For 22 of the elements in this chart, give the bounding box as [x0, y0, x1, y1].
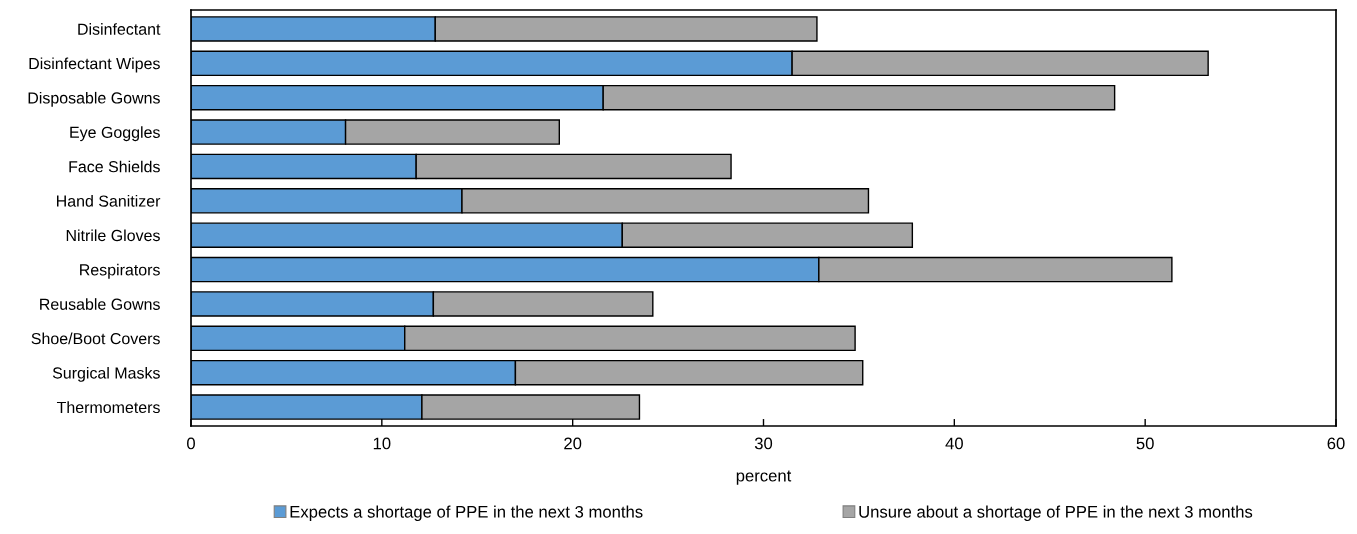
x-tick-label: 20 [564, 437, 582, 450]
y-tick-label: Surgical Masks [52, 366, 160, 382]
y-tick-label: Disinfectant [78, 23, 161, 35]
y-tick-label: Eye Goggles [70, 126, 160, 142]
x-tick-label: 10 [373, 437, 391, 450]
x-axis-title: percent [736, 470, 792, 485]
y-tick-label: Disinfectant Wipes [29, 57, 160, 73]
y-tick-label: Reusable Gowns [40, 298, 160, 310]
y-tick-label: Nitrile Gloves [66, 229, 160, 242]
legend-label: Unsure about a shortage of PPE in the next 3 months [859, 505, 1253, 522]
y-tick-label: Disposable Gowns [28, 91, 160, 107]
y-tick-label: Face Shields [69, 160, 160, 173]
y-tick-label: Thermometers [56, 401, 160, 414]
legend-label: Expects a shortage of PPE in the next 3 months [290, 505, 643, 522]
y-tick-label: Shoe/Boot Covers [31, 332, 160, 345]
x-tick-label: 30 [754, 437, 773, 450]
y-tick-label: Respirators [80, 263, 160, 279]
x-tick-label: 50 [1136, 437, 1154, 450]
x-tick-label: 0 [187, 437, 195, 450]
x-tick-label: 60 [1327, 437, 1345, 450]
x-tick-label: 40 [945, 437, 963, 450]
y-tick-label: Hand Sanitizer [57, 195, 161, 207]
